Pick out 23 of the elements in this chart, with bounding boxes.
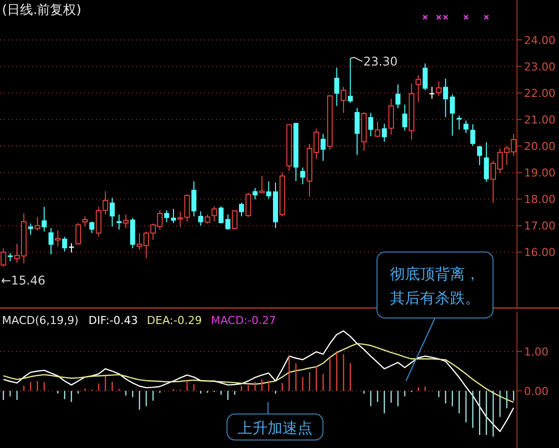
y-tick-label: 19.00: [524, 166, 556, 180]
y-tick-label: 24.00: [524, 34, 556, 47]
annotation: 23.30: [363, 54, 398, 68]
y-tick-label: 22.00: [524, 86, 556, 100]
y-tick-label: 23.00: [524, 60, 556, 74]
line-series: [2, 342, 514, 403]
text: DEA:-0.29: [146, 314, 202, 327]
callout: 上升加速点: [226, 402, 324, 440]
y-tick-label: 21.00: [524, 113, 556, 126]
y-tick-label: 20.00: [524, 140, 556, 154]
annotation: 彻底顶背离，其后有杀跌。: [390, 265, 480, 307]
text: DIF:-0.43: [88, 314, 138, 327]
annotation: 上升加速点: [238, 419, 312, 437]
annotation: ←15.46: [1, 274, 46, 288]
y-tick-label: 0.00: [524, 384, 548, 398]
chart-title: (日线.前复权): [2, 3, 82, 18]
callout: 彻底顶背离，其后有杀跌。: [376, 252, 494, 382]
y-tick-label: 16.00: [524, 246, 556, 260]
y-tick-label: 18.00: [524, 193, 556, 206]
chart-title: MACD(6,19,9): [2, 314, 79, 327]
y-tick-label: 17.00: [524, 220, 556, 233]
y-tick-label: 1.00: [524, 345, 548, 358]
text: MACD:-0.27: [210, 314, 276, 327]
